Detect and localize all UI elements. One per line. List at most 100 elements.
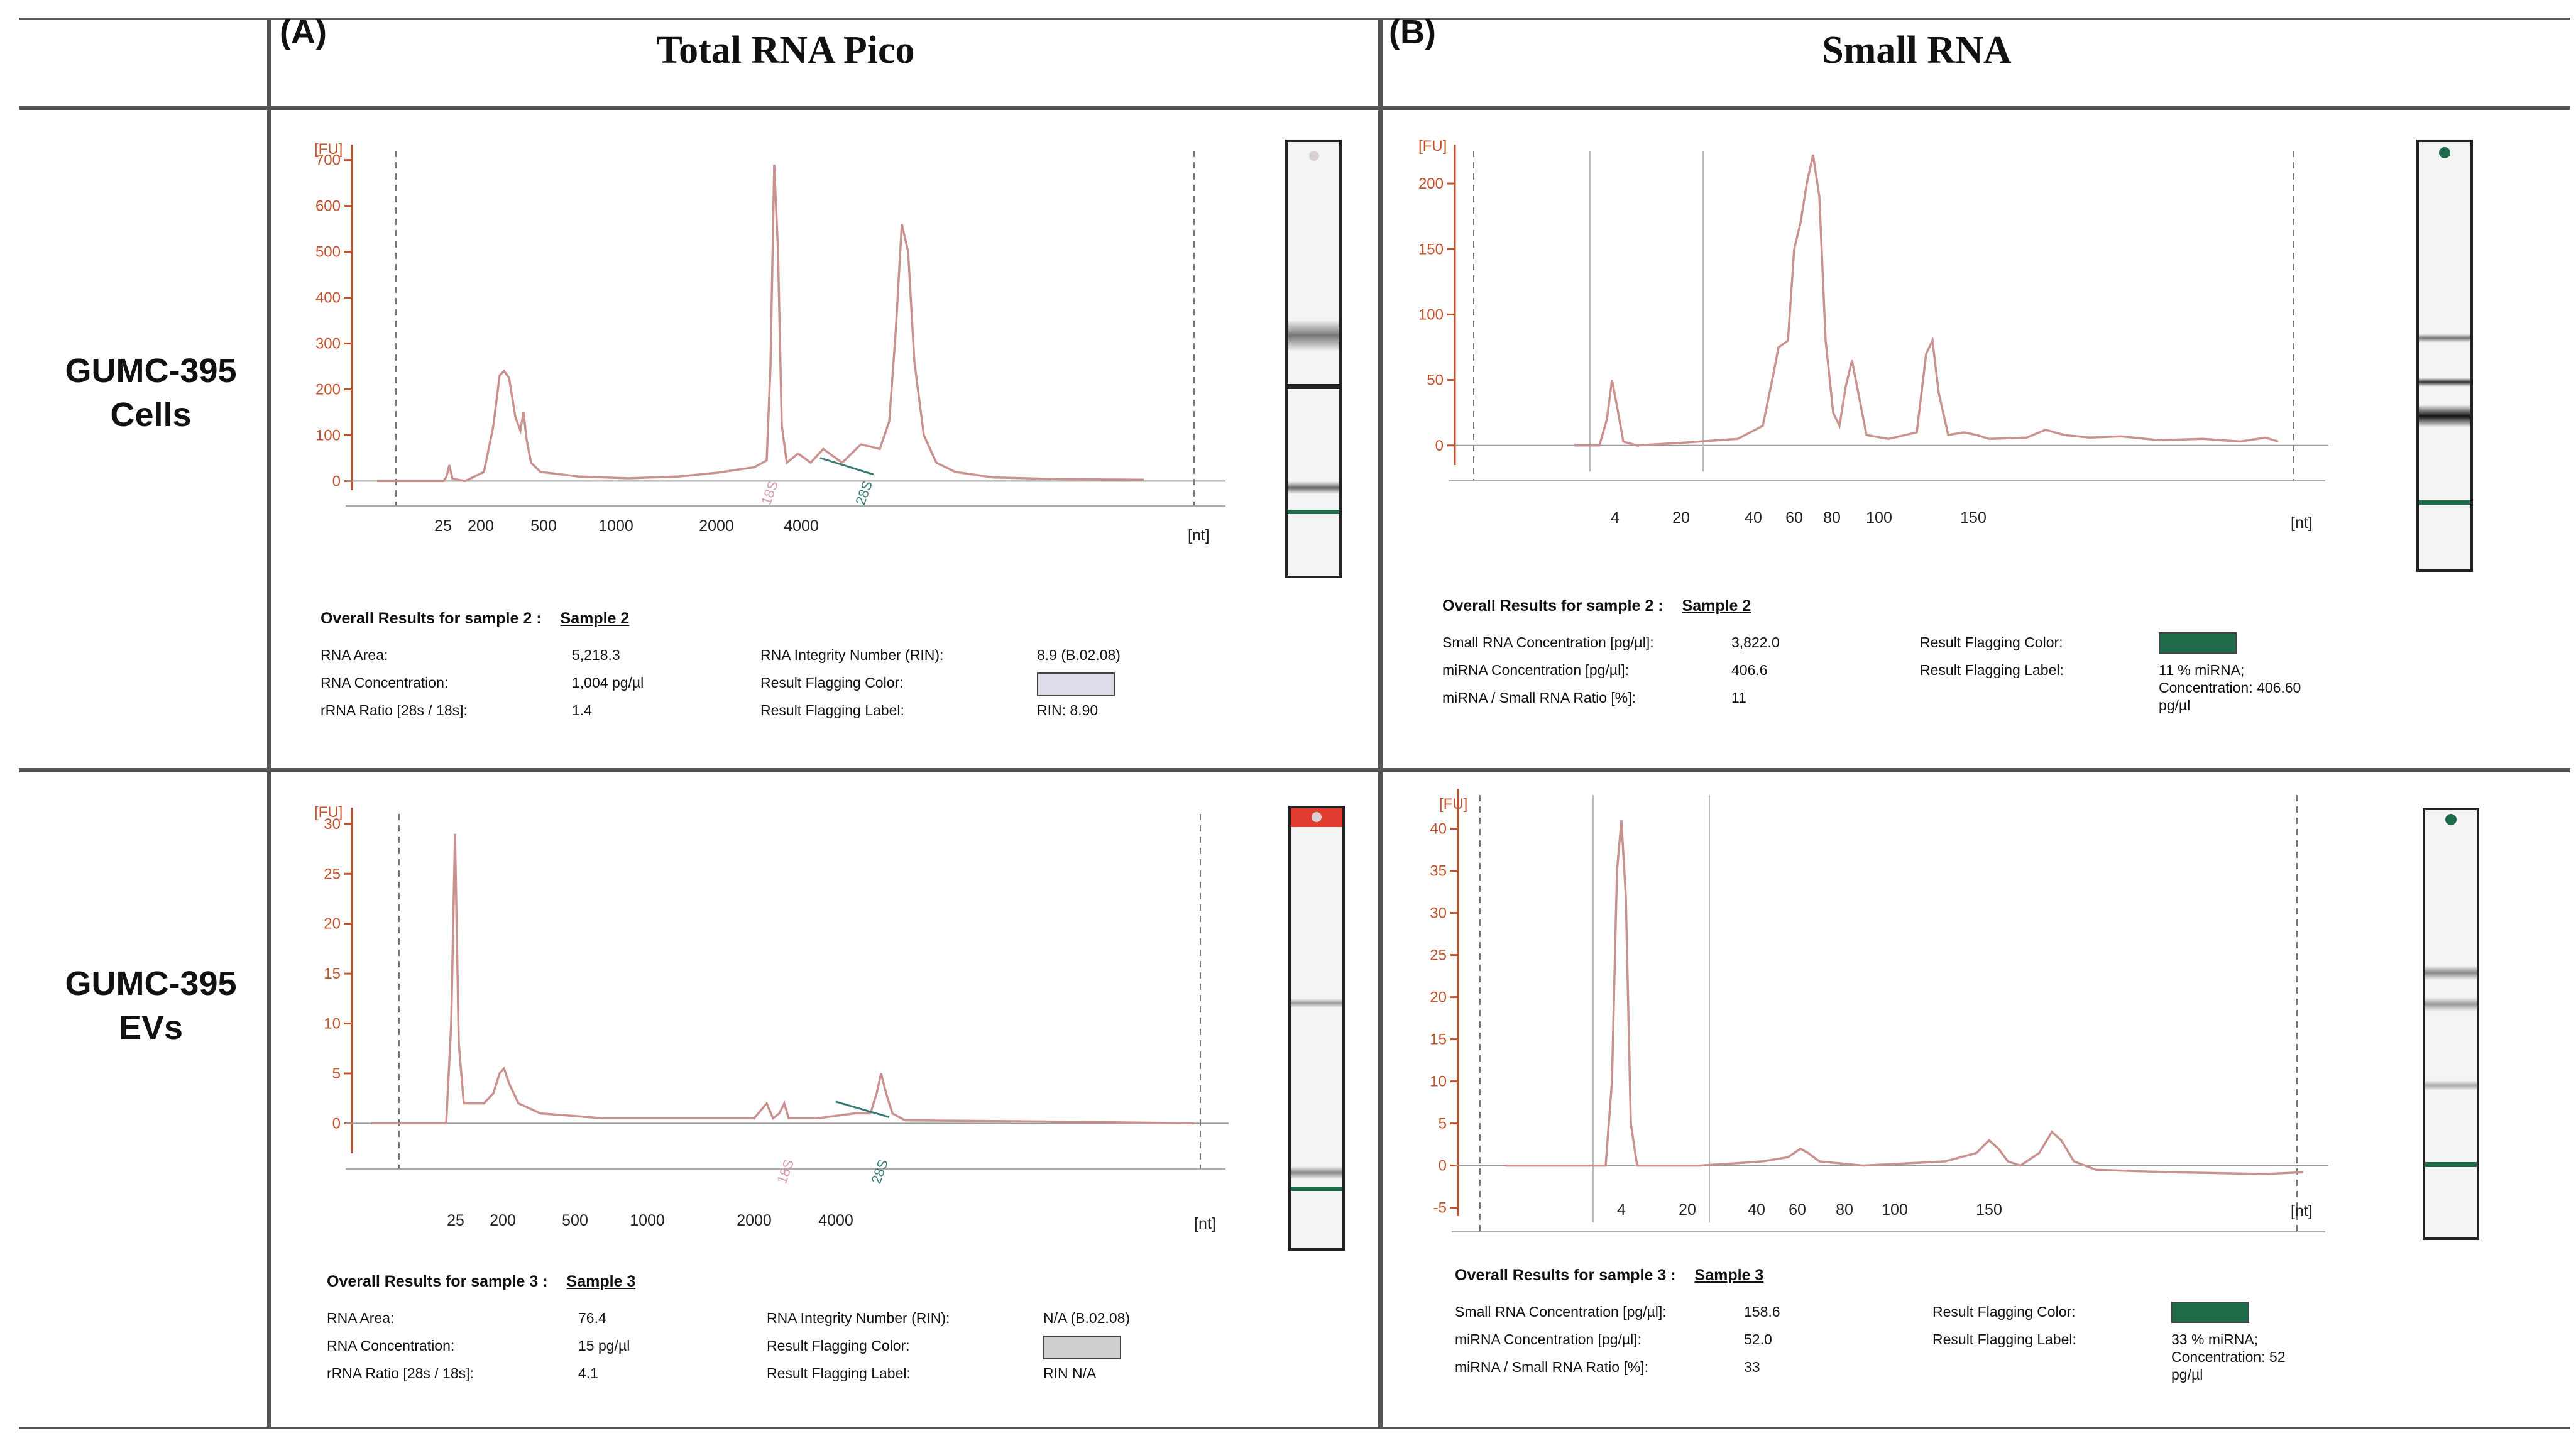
- results-pico-cells: Overall Results for sample 2 : Sample 2 RN…: [321, 610, 1326, 748]
- gel-lane-small-cells: [2416, 140, 2473, 572]
- results-sample-name: Sample 3: [1694, 1266, 1764, 1284]
- gel-marker-dot: [1312, 812, 1322, 822]
- result-label: Result Flagging Label:: [760, 702, 904, 718]
- x-tick-label: 150: [1976, 1201, 2002, 1219]
- result-label: RNA Integrity Number (RIN):: [760, 647, 944, 663]
- x-tick-label: 1000: [598, 517, 633, 535]
- result-label: miRNA Concentration [pg/µl]:: [1455, 1331, 1642, 1347]
- y-tick-label: 25: [1430, 947, 1447, 964]
- x-tick-label: 500: [562, 1212, 588, 1229]
- gel-band: [2425, 966, 2477, 980]
- results-sample-name: Sample 2: [560, 610, 630, 627]
- chart-pico-cells: [FU] 0 100 200 300 400 500 600 700 25 200 500 1000 20…: [314, 141, 1225, 544]
- gel-band: [2419, 334, 2470, 343]
- row-label-cells: GUMC-395 Cells: [38, 349, 264, 437]
- panel-pico-evs: [FU] 0 5 10 15 20 25 30 25 200 500 1000 2000 4000 [nt]…: [277, 776, 1370, 1424]
- y-tick-label: 400: [315, 290, 341, 307]
- y-tick-label: 200: [1418, 175, 1444, 192]
- electropherogram-trace: [371, 833, 1195, 1125]
- row-label-cells-line1: GUMC-395: [65, 352, 237, 390]
- top-rule: [19, 18, 2570, 20]
- rrna-marker-label: 28S: [868, 1157, 891, 1185]
- result-value: 76.4: [578, 1310, 606, 1326]
- y-tick-label: 5: [1439, 1116, 1447, 1133]
- column-b-title: Small RNA: [1822, 29, 2012, 72]
- result-label: Result Flagging Color:: [767, 1337, 910, 1354]
- result-label: RNA Concentration:: [327, 1337, 455, 1354]
- gel-band: [2425, 1080, 2477, 1090]
- x-axis-label: [nt]: [2291, 514, 2313, 532]
- y-tick-label: 30: [324, 816, 341, 833]
- gel-marker-dot: [1309, 151, 1319, 161]
- result-label: Result Flagging Color:: [760, 674, 904, 691]
- result-label: RNA Concentration:: [321, 674, 449, 691]
- x-tick-label: 1000: [630, 1212, 665, 1229]
- rrna-marker-label: 18S: [774, 1157, 797, 1185]
- column-a-letter: (A): [280, 13, 327, 51]
- gel-marker-dot: [2445, 814, 2457, 825]
- column-a-title: Total RNA Pico: [656, 29, 915, 72]
- electropherogram-trace: [1505, 820, 2304, 1175]
- y-tick-label: 15: [324, 965, 341, 982]
- result-flagging-color-swatch: [2159, 632, 2237, 654]
- result-label: Result Flagging Label:: [767, 1365, 911, 1381]
- result-label: miRNA / Small RNA Ratio [%]:: [1455, 1359, 1649, 1375]
- row-label-evs-line1: GUMC-395: [65, 965, 237, 1002]
- x-tick-label: 4000: [784, 517, 819, 535]
- y-tick-label: 0: [1439, 1158, 1447, 1175]
- x-tick-label: 40: [1745, 509, 1762, 527]
- results-header-text: Overall Results for sample 3 :: [327, 1273, 548, 1290]
- result-label: Result Flagging Color:: [1932, 1303, 2076, 1320]
- chart-pico-evs: [FU] 0 5 10 15 20 25 30 25 200 500 1000 2000 4000 [nt]…: [314, 804, 1229, 1232]
- label-column-rule: [267, 18, 271, 1429]
- gel-band-lower-marker: [1291, 1187, 1342, 1191]
- y-tick-label: 0: [332, 473, 341, 490]
- chart-small-cells: [FU] 0 50 100 150 200 4 20 40 60 80 100 150 [nt]: [1418, 138, 2328, 532]
- x-tick-label: 100: [1866, 509, 1892, 527]
- gel-band: [1288, 481, 1339, 494]
- result-value: 5,218.3: [572, 647, 620, 663]
- result-value: 406.6: [1731, 662, 1768, 678]
- rrna-marker-label: 28S: [852, 478, 875, 507]
- x-tick-label: 25: [434, 517, 452, 535]
- panel-pico-cells: [FU] 0 100 200 300 400 500 600 700 25 200 500 1000 20…: [277, 113, 1370, 760]
- results-pico-evs: Overall Results for sample 3 : Sample 3 RN…: [327, 1273, 1332, 1411]
- result-label: Result Flagging Label:: [1932, 1331, 2076, 1347]
- gel-lane-pico-evs: [1288, 806, 1345, 1251]
- peak-integration-line: [819, 457, 874, 476]
- gel-band: [2419, 405, 2470, 427]
- result-value: 52.0: [1744, 1331, 1772, 1347]
- gel-band: [1291, 1166, 1342, 1179]
- gel-marker-dot: [2439, 147, 2450, 158]
- y-tick-label: 100: [1418, 306, 1444, 323]
- result-label: RNA Integrity Number (RIN):: [767, 1310, 950, 1326]
- gel-band: [2425, 997, 2477, 1011]
- result-label: Small RNA Concentration [pg/µl]:: [1442, 634, 1654, 650]
- results-header: Overall Results for sample 3 : Sample 3: [327, 1273, 635, 1291]
- gel-band: [1288, 320, 1339, 351]
- chart-small-evs: [FU] -5 0 5 10 15 20 25 30 35 40 4 20 40 60 80 100 150 [nt…: [1430, 789, 2328, 1232]
- result-value: 8.9 (B.02.08): [1037, 647, 1121, 663]
- y-tick-label: 15: [1430, 1031, 1447, 1048]
- result-flagging-color-swatch: [1037, 672, 1115, 696]
- row-label-evs: GUMC-395 EVs: [38, 962, 264, 1050]
- y-tick-label: 20: [324, 916, 341, 933]
- result-value: 33: [1744, 1359, 1760, 1375]
- result-value: 4.1: [578, 1365, 598, 1381]
- y-axis-label: [FU]: [1418, 138, 1447, 155]
- x-tick-label: 200: [490, 1212, 516, 1229]
- results-header-text: Overall Results for sample 2 :: [1442, 597, 1663, 615]
- y-tick-label: 25: [324, 865, 341, 882]
- row-label-cells-line2: Cells: [110, 396, 192, 434]
- x-axis-label: [nt]: [1194, 1215, 1216, 1232]
- result-label: RNA Area:: [321, 647, 388, 663]
- results-header: Overall Results for sample 3 : Sample 3: [1455, 1266, 1763, 1285]
- result-value: RIN N/A: [1043, 1365, 1097, 1381]
- x-tick-label: 4: [1611, 509, 1620, 527]
- results-header-text: Overall Results for sample 2 :: [321, 610, 542, 627]
- result-value: 11: [1731, 689, 1746, 706]
- gel-band: [1288, 384, 1339, 389]
- x-tick-label: 200: [468, 517, 494, 535]
- gel-band-lower-marker: [2419, 500, 2470, 505]
- y-axis-label: [FU]: [1439, 796, 1467, 813]
